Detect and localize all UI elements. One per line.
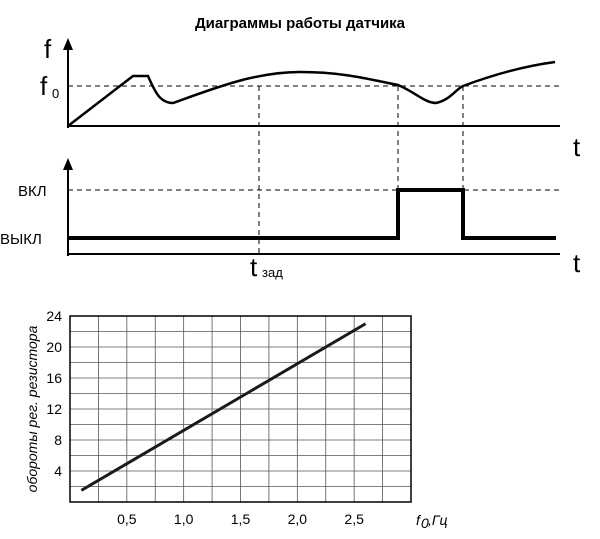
tzad-main: t bbox=[250, 252, 258, 282]
f-axis-arrow bbox=[63, 38, 73, 50]
off-label: ВЫКЛ bbox=[0, 231, 42, 248]
y-tick-labels: 4 8 12 16 20 24 bbox=[46, 308, 62, 479]
x-tick-label: 2,5 bbox=[344, 511, 364, 527]
frequency-curve bbox=[67, 60, 556, 127]
y-axis-label: обороты рег. резистора bbox=[24, 325, 40, 492]
x-tick-label: 1,5 bbox=[231, 511, 251, 527]
y-tick-label: 20 bbox=[46, 339, 62, 355]
on-label: ВКЛ bbox=[18, 183, 47, 200]
output-signal bbox=[68, 188, 556, 240]
diagram-title: Диаграммы работы датчика bbox=[195, 15, 406, 32]
y-tick-label: 16 bbox=[46, 370, 62, 386]
x-tick-label: 0,5 bbox=[117, 511, 137, 527]
tzad-sub: зад bbox=[262, 265, 283, 280]
x-tick-label: 1,0 bbox=[174, 511, 194, 527]
output-state-plot: ВКЛ ВЫКЛ t t зад bbox=[0, 158, 581, 282]
state-axis-arrow bbox=[63, 158, 73, 170]
f0-main: f bbox=[40, 71, 48, 101]
y-tick-label: 12 bbox=[46, 401, 62, 417]
x-tick-label: 2,0 bbox=[288, 511, 308, 527]
t-axis-top-label: t bbox=[573, 132, 581, 162]
f0-sub: 0 bbox=[52, 86, 59, 101]
chart-grid bbox=[70, 316, 411, 502]
t-axis-bottom-label: t bbox=[573, 248, 581, 278]
tzad-label: t зад bbox=[250, 252, 283, 282]
x-axis-label: f 0 ,Гц bbox=[416, 512, 448, 531]
frequency-plot: f f 0 t bbox=[40, 34, 581, 162]
y-tick-label: 24 bbox=[46, 308, 62, 324]
f-axis-label: f bbox=[44, 34, 52, 64]
series-line bbox=[80, 322, 367, 492]
plot-frame bbox=[69, 315, 412, 503]
x-axis-label-unit: ,Гц bbox=[428, 512, 448, 528]
x-axis-label-sub: 0 bbox=[421, 515, 429, 531]
characteristic-chart: 0,5 1,0 1,5 2,0 2,5 4 8 12 16 20 24 обороты рег. … bbox=[24, 308, 448, 531]
y-tick-label: 8 bbox=[54, 432, 62, 448]
f0-label: f 0 bbox=[40, 71, 59, 101]
x-axis-label-main: f bbox=[416, 512, 422, 528]
x-tick-labels: 0,5 1,0 1,5 2,0 2,5 bbox=[117, 511, 364, 527]
y-tick-label: 4 bbox=[54, 463, 62, 479]
